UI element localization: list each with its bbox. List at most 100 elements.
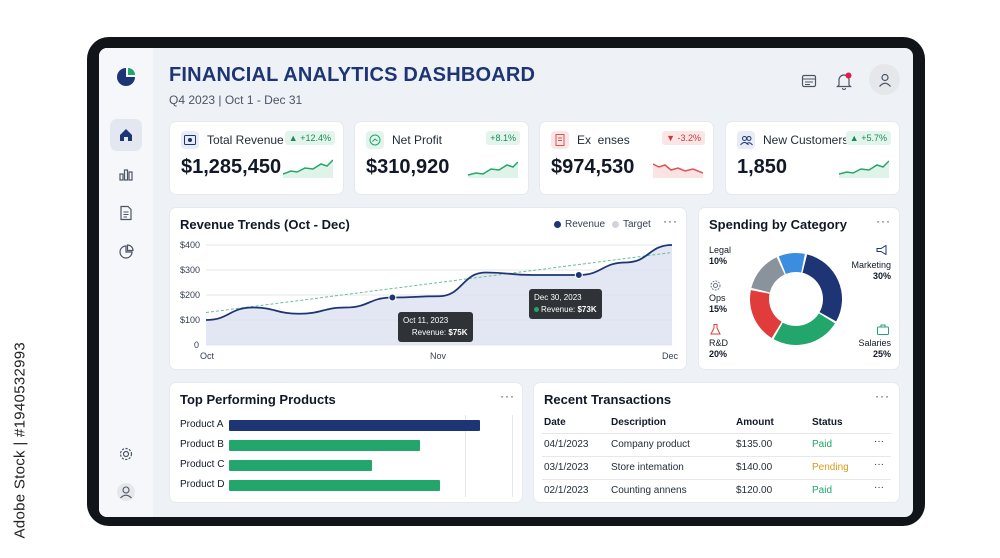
donut-slice-marketing[interactable] [802, 254, 842, 322]
product-bar[interactable] [229, 440, 420, 451]
kpi-change: +8.1% [490, 133, 516, 143]
donut-slice-ops[interactable] [751, 257, 785, 293]
tx-description: Store intemation [611, 462, 684, 473]
legend-target-label: Target [623, 219, 651, 230]
category-salaries: Salaries 25% [847, 338, 891, 360]
x-tick-label: Nov [430, 351, 447, 361]
product-bar[interactable] [229, 420, 480, 431]
row-more-button[interactable]: ··· [874, 482, 884, 493]
kpi-change: -3.2% [677, 133, 701, 143]
category-marketing: Marketing 30% [847, 260, 891, 282]
category-pct: 10% [709, 256, 728, 266]
bar-chart-icon [119, 169, 133, 181]
tx-status: Paid [812, 439, 833, 450]
nav-profile[interactable] [110, 476, 142, 508]
receipt-icon [551, 131, 569, 149]
kpi-label: Total Revenue [207, 133, 284, 147]
kpi-sparkline [839, 160, 889, 178]
product-label: Product D [180, 479, 225, 490]
dashboard-screen: FINANCIAL ANALYTICS DASHBOARD Q4 2023 | … [99, 48, 913, 517]
nav-reports[interactable] [110, 197, 142, 229]
kpi-value: $974,530 [551, 156, 635, 178]
revenue-point-dec[interactable] [574, 271, 583, 279]
row-more-button[interactable]: ··· [874, 459, 884, 470]
spending-more-button[interactable]: ··· [876, 214, 891, 228]
kpi-sparkline [283, 159, 333, 178]
notifications-button[interactable] [833, 70, 855, 92]
nav-settings[interactable] [110, 438, 142, 470]
kpi-change: +12.4% [300, 133, 331, 143]
category-pct: 25% [872, 349, 891, 359]
transactions-more-button[interactable]: ··· [875, 389, 890, 403]
nav-analytics[interactable] [110, 158, 142, 190]
kpi-change-badge: ▲ +12.4% [284, 131, 335, 145]
tx-date: 03/1/2023 [544, 462, 589, 473]
kpi-value: $310,920 [366, 156, 450, 178]
spending-title: Spending by Category [709, 217, 847, 232]
nav-pie-reports[interactable] [110, 236, 142, 268]
user-avatar[interactable] [869, 64, 900, 95]
users-icon [737, 131, 755, 149]
nav-home[interactable] [110, 119, 142, 151]
megaphone-icon [876, 245, 887, 255]
revenue-line [206, 244, 672, 321]
calendar-button[interactable] [798, 70, 820, 92]
kpi-change-badge: ▼ -3.2% [662, 131, 705, 145]
product-bar[interactable] [229, 460, 373, 471]
gridline [465, 415, 466, 497]
sidebar [99, 48, 153, 517]
row-divider [542, 479, 891, 480]
tooltip-label: Revenue: [541, 305, 576, 314]
briefcase-icon [877, 324, 889, 335]
column-header: Status [812, 417, 843, 428]
product-bar[interactable] [229, 480, 440, 491]
tooltip-dec: Dec 30, 2023 Revenue: $73K [529, 289, 602, 319]
kpi-card-expenses[interactable]: Ex enses ▼ -3.2% $974,530 [539, 121, 714, 195]
tx-description: Counting annens [611, 485, 687, 496]
tx-status: Pending [812, 462, 849, 473]
page-title: FINANCIAL ANALYTICS DASHBOARD [169, 64, 536, 86]
category-legal: Legal 10% [709, 245, 731, 267]
tx-status: Paid [812, 485, 833, 496]
bell-icon [836, 72, 852, 90]
target-line [206, 252, 672, 313]
kpi-change: +5.7% [861, 133, 887, 143]
kpi-card-new-customers[interactable]: New Customers ▲ +5.7% 1,850 [725, 121, 900, 195]
y-tick-label: $400 [180, 240, 201, 250]
column-header: Date [544, 417, 566, 428]
kpi-card-total-revenue[interactable]: Total Revenue ▲ +12.4% $1,285,450 [169, 121, 344, 195]
y-tick-label: 0 [194, 340, 200, 350]
legend-revenue-label: Revenue [565, 219, 606, 230]
app-logo-icon [117, 68, 135, 86]
revenue-chart-title: Revenue Trends (Oct - Dec) [180, 217, 350, 232]
products-more-button[interactable]: ··· [500, 389, 515, 403]
tx-description: Company product [611, 439, 690, 450]
products-title: Top Performing Products [180, 392, 336, 407]
donut-slice-salaries[interactable] [773, 313, 835, 345]
transactions-card: Recent Transactions ··· Date Description… [533, 382, 900, 503]
kpi-card-net-profit[interactable]: Net Profit +8.1% $310,920 [354, 121, 529, 195]
kpi-label: New Customers [763, 133, 849, 147]
revenue-point-oct[interactable] [388, 293, 397, 302]
date-range: Q4 2023 | Oct 1 - Dec 31 [169, 93, 303, 107]
x-tick-label: Oct [200, 351, 215, 361]
y-tick-label: $200 [180, 290, 201, 300]
row-divider [542, 433, 891, 434]
row-more-button[interactable]: ··· [874, 436, 884, 447]
revenue-more-button[interactable]: ··· [663, 214, 678, 228]
donut-slice-legal[interactable] [778, 253, 805, 274]
kpi-value: $1,285,450 [181, 156, 282, 178]
donut-slice-rd[interactable] [750, 290, 782, 338]
category-name: Legal [709, 245, 732, 255]
product-label: Product A [180, 419, 224, 430]
document-icon [120, 205, 132, 221]
tooltip-value-row: Revenue: $75K [403, 327, 468, 339]
tooltip-value: $73K [577, 305, 597, 314]
tx-amount: $135.00 [736, 439, 773, 450]
tx-amount: $140.00 [736, 462, 773, 473]
category-name: Salaries [858, 338, 891, 348]
revenue-line-chart [206, 244, 672, 346]
tooltip-label: Revenue: [411, 328, 447, 337]
category-pct: 20% [709, 349, 728, 359]
tooltip-date: Oct 11, 2023 [403, 316, 449, 325]
